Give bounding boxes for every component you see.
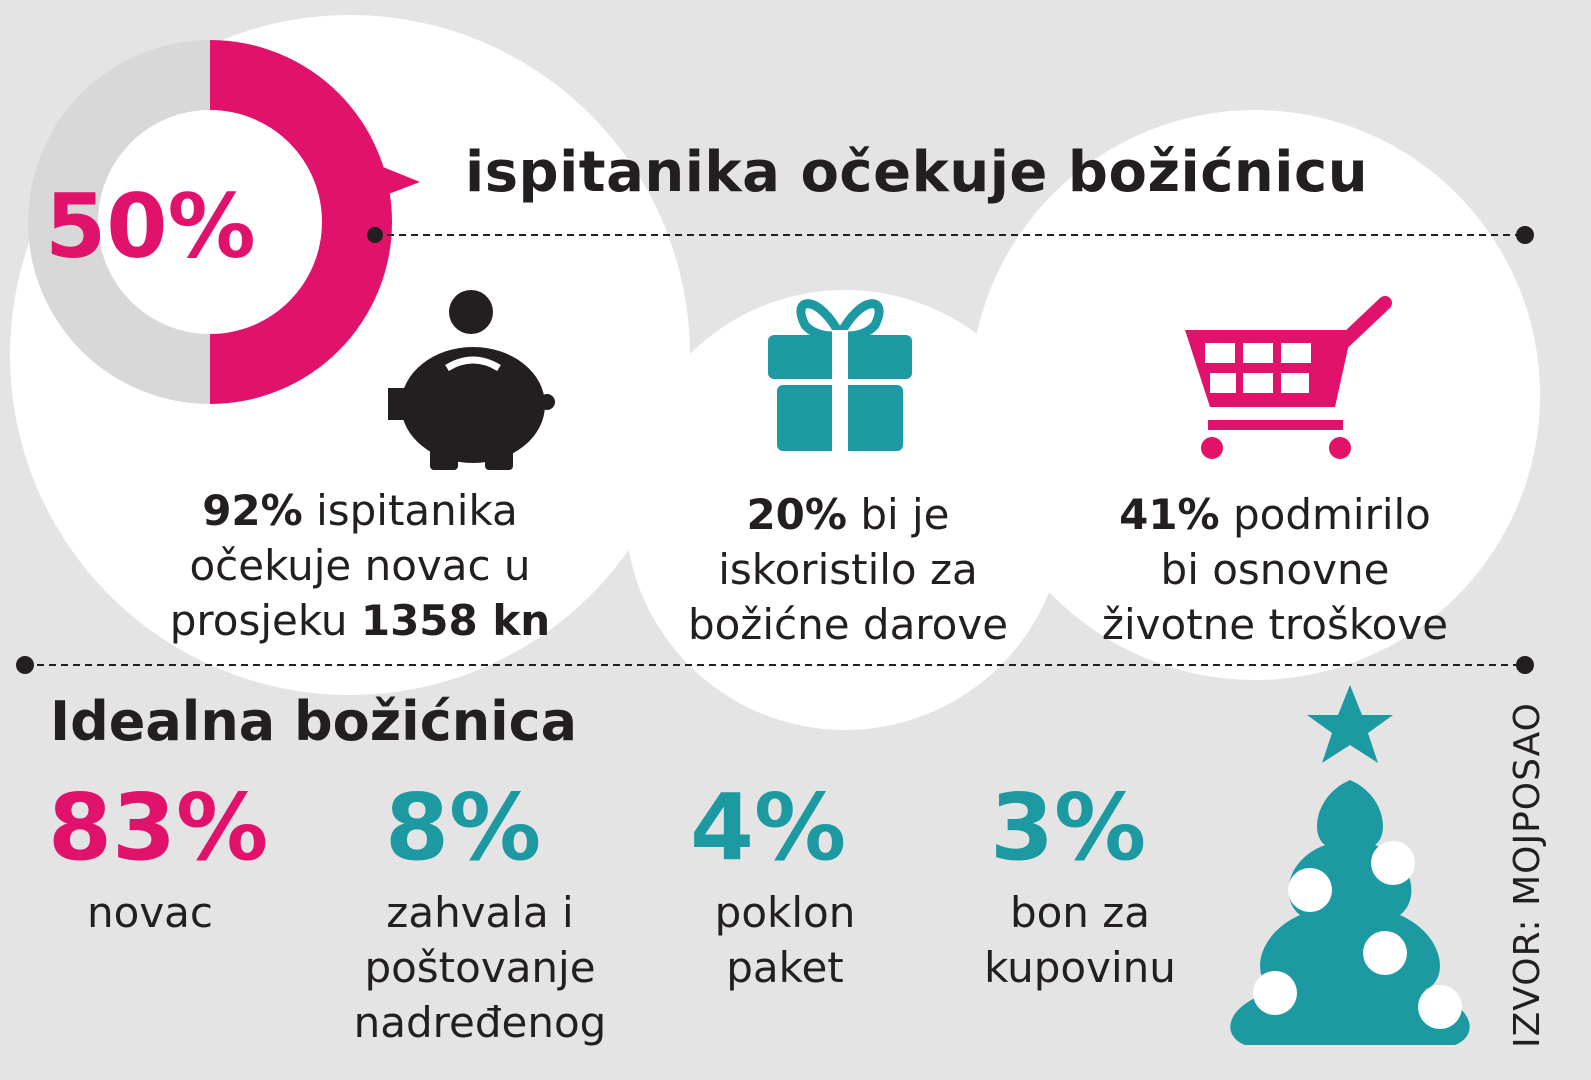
stat-text: bi osnovne — [1160, 545, 1390, 594]
stat-text: iskoristilo za — [718, 545, 978, 594]
ideal-label-voucher: bon za kupovinu — [984, 888, 1176, 992]
stat-text: ispitanika — [302, 486, 518, 535]
stat-money: 92% ispitanika očekuje novac u prosjeku … — [140, 483, 580, 648]
christmas-tree-icon — [1230, 685, 1470, 1045]
gift-icon — [768, 299, 912, 455]
ideal-value-thanks: 8% — [385, 774, 542, 881]
stat-text: očekuje novac u — [189, 541, 531, 590]
source-credit: IZVOR: MOJPOSAO — [1507, 702, 1548, 1048]
stat-gifts: 20% bi je iskoristilo za božićne darove — [628, 487, 1068, 652]
ideal-label-money: novac — [87, 888, 213, 937]
donut-remaining — [28, 40, 210, 404]
shopping-cart-icon — [1185, 296, 1392, 459]
stat-value: 20% — [746, 490, 847, 539]
stat-text: podmirilo — [1219, 490, 1431, 539]
divider-top — [16, 226, 1534, 674]
page-title: ispitanika očekuje božićnicu — [465, 140, 1369, 205]
stat-value: 92% — [202, 486, 303, 535]
star-icon — [1307, 685, 1393, 763]
donut-percent: 50% — [45, 175, 256, 278]
ideal-value-voucher: 3% — [990, 774, 1147, 881]
stat-text: bi je — [846, 490, 950, 539]
ideal-label-thanks: zahvala i poštovanje nadređenog — [353, 888, 607, 1047]
donut-filled — [210, 40, 392, 404]
donut-chart — [28, 40, 420, 404]
section-title: Idealna božićnica — [50, 690, 578, 753]
donut-pointer — [378, 165, 420, 198]
stat-amount: 1358 kn — [360, 596, 551, 645]
ideal-label-package: poklon paket — [714, 888, 856, 992]
stat-text: prosjeku — [169, 596, 361, 645]
ideal-value-money: 83% — [48, 774, 269, 881]
stat-text: božićne darove — [687, 600, 1009, 649]
piggy-bank-icon — [388, 290, 555, 470]
stat-text: životne troškove — [1101, 600, 1449, 649]
stat-costs: 41% podmirilo bi osnovne životne troškov… — [1055, 487, 1495, 652]
stat-value: 41% — [1119, 490, 1220, 539]
ideal-value-package: 4% — [690, 774, 847, 881]
